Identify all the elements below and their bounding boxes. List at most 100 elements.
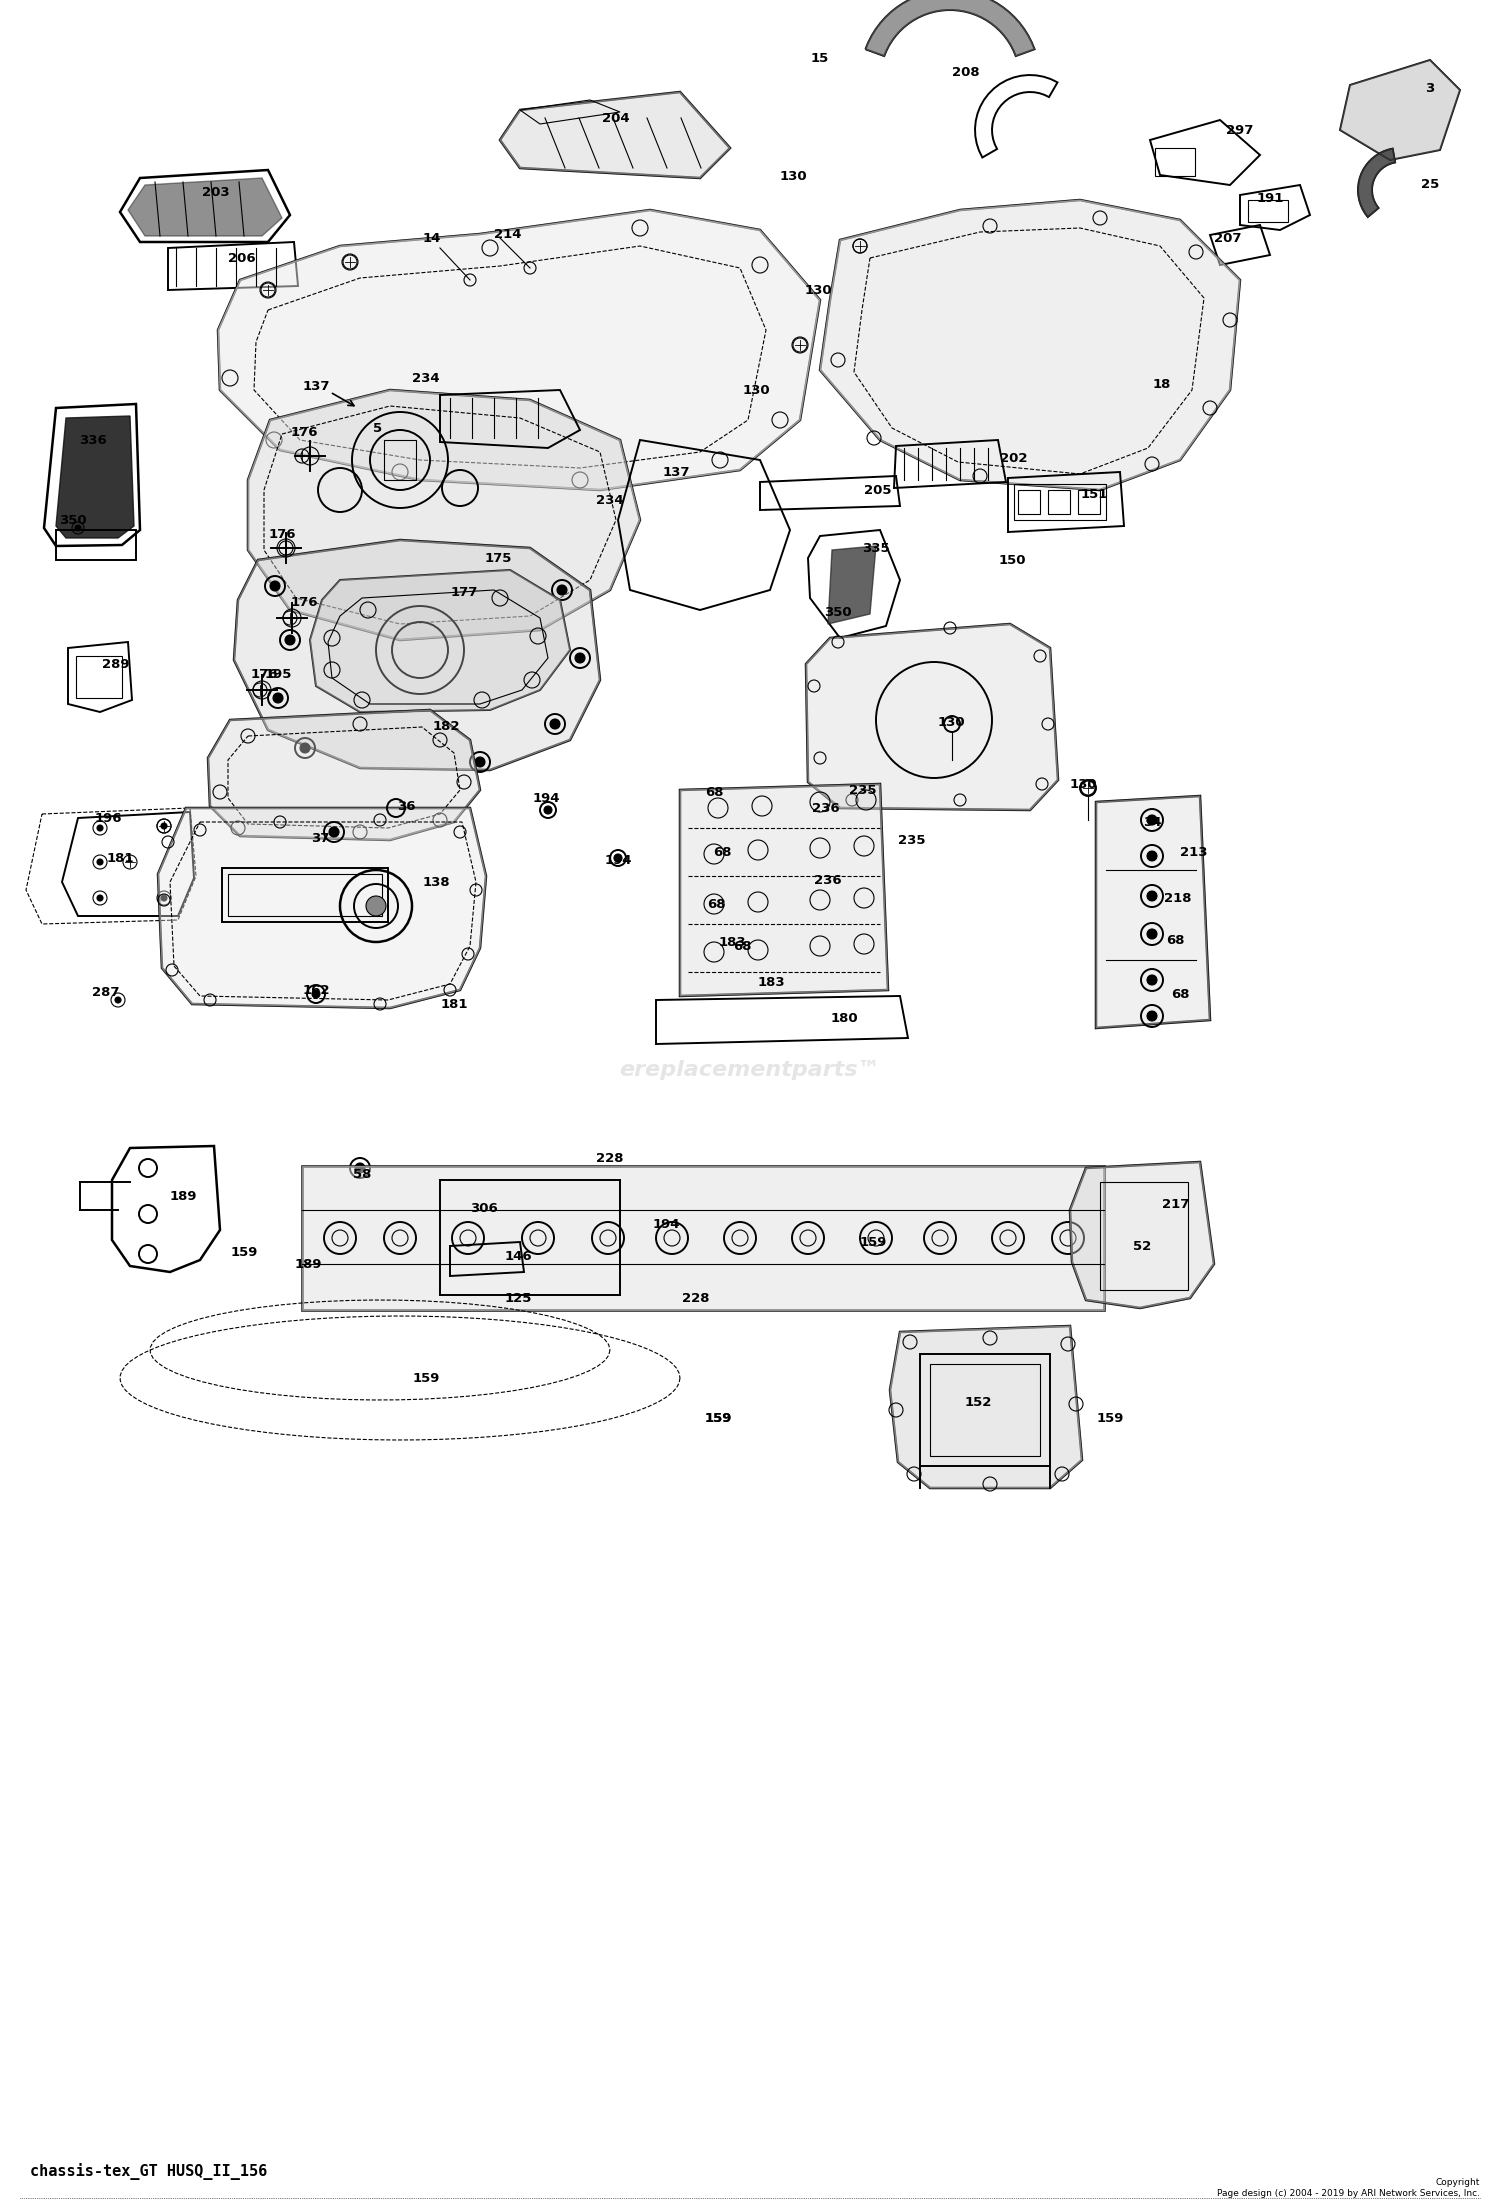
Text: 52: 52 xyxy=(1132,1239,1150,1252)
Text: 208: 208 xyxy=(952,66,980,79)
Circle shape xyxy=(312,989,320,998)
Text: 159: 159 xyxy=(231,1245,258,1259)
Text: 194: 194 xyxy=(604,854,631,866)
Text: 214: 214 xyxy=(495,227,522,241)
Polygon shape xyxy=(1096,797,1210,1029)
Bar xyxy=(1048,490,1070,514)
Polygon shape xyxy=(1340,60,1460,159)
Text: 194: 194 xyxy=(532,790,560,804)
Text: 203: 203 xyxy=(202,185,229,199)
Text: 58: 58 xyxy=(352,1168,370,1181)
Circle shape xyxy=(116,998,122,1002)
Text: 350: 350 xyxy=(824,605,852,618)
Polygon shape xyxy=(158,808,486,1009)
Circle shape xyxy=(556,585,567,594)
Bar xyxy=(930,1365,1040,1455)
Text: 176: 176 xyxy=(291,426,318,439)
Text: ereplacementparts™: ereplacementparts™ xyxy=(620,1060,880,1080)
Text: 235: 235 xyxy=(898,832,926,846)
Circle shape xyxy=(366,896,386,916)
Bar xyxy=(1014,484,1106,521)
Text: 146: 146 xyxy=(504,1250,532,1263)
Text: 68: 68 xyxy=(712,846,732,859)
Text: 177: 177 xyxy=(450,585,477,598)
Circle shape xyxy=(273,693,284,702)
Text: 306: 306 xyxy=(470,1201,498,1214)
Text: 181: 181 xyxy=(106,852,134,866)
Text: 297: 297 xyxy=(1227,124,1254,137)
Polygon shape xyxy=(302,1166,1104,1309)
Circle shape xyxy=(285,636,296,645)
Circle shape xyxy=(1148,892,1156,901)
Circle shape xyxy=(544,806,552,815)
Circle shape xyxy=(98,859,104,866)
Polygon shape xyxy=(128,179,282,236)
Text: 125: 125 xyxy=(504,1292,531,1305)
Circle shape xyxy=(270,581,280,592)
Text: 37: 37 xyxy=(310,832,328,843)
Text: 236: 236 xyxy=(812,802,840,815)
Circle shape xyxy=(1148,815,1156,826)
Text: 206: 206 xyxy=(228,252,256,265)
Text: 137: 137 xyxy=(663,466,690,479)
Text: 151: 151 xyxy=(1080,488,1107,501)
Circle shape xyxy=(300,744,310,753)
Polygon shape xyxy=(234,541,600,771)
Polygon shape xyxy=(821,201,1240,490)
Text: 138: 138 xyxy=(422,877,450,888)
Text: 3: 3 xyxy=(1425,82,1434,95)
Polygon shape xyxy=(56,415,134,539)
Bar xyxy=(1100,1181,1188,1289)
Text: 218: 218 xyxy=(1164,892,1191,905)
Polygon shape xyxy=(1358,148,1395,216)
Text: 236: 236 xyxy=(815,874,842,885)
Circle shape xyxy=(98,894,104,901)
Text: 176: 176 xyxy=(251,667,278,680)
Circle shape xyxy=(550,720,560,729)
Text: 350: 350 xyxy=(58,514,87,526)
Bar xyxy=(1019,490,1040,514)
Text: 5: 5 xyxy=(374,422,382,435)
Text: 204: 204 xyxy=(602,110,630,124)
Polygon shape xyxy=(310,570,570,711)
Text: 289: 289 xyxy=(102,658,129,671)
Text: 228: 228 xyxy=(596,1153,624,1164)
Text: 191: 191 xyxy=(1257,192,1284,205)
Circle shape xyxy=(574,654,585,662)
Text: 205: 205 xyxy=(864,484,891,497)
Text: 181: 181 xyxy=(441,998,468,1011)
Polygon shape xyxy=(209,711,480,839)
Text: 175: 175 xyxy=(484,552,512,565)
Text: 34: 34 xyxy=(1143,815,1161,828)
Text: 336: 336 xyxy=(80,433,106,446)
Circle shape xyxy=(1148,1011,1156,1020)
Text: 159: 159 xyxy=(705,1411,732,1424)
Text: 195: 195 xyxy=(264,667,291,680)
Text: 213: 213 xyxy=(1180,846,1208,859)
Text: 228: 228 xyxy=(682,1292,709,1305)
Text: 68: 68 xyxy=(706,896,726,910)
Polygon shape xyxy=(680,784,888,996)
Text: 194: 194 xyxy=(652,1217,680,1230)
Polygon shape xyxy=(890,1327,1082,1488)
Bar xyxy=(1155,148,1196,177)
Text: 137: 137 xyxy=(302,380,330,393)
Bar xyxy=(1248,201,1288,223)
Text: 18: 18 xyxy=(1154,378,1172,391)
Text: 68: 68 xyxy=(705,786,723,799)
Text: chassis-tex_GT HUSQ_II_156: chassis-tex_GT HUSQ_II_156 xyxy=(30,2164,267,2182)
Text: 152: 152 xyxy=(964,1395,992,1409)
Circle shape xyxy=(1148,850,1156,861)
Circle shape xyxy=(75,526,81,530)
Bar xyxy=(920,1354,1050,1466)
Polygon shape xyxy=(248,391,640,640)
Text: 68: 68 xyxy=(1166,934,1185,947)
Text: 183: 183 xyxy=(718,936,746,949)
Circle shape xyxy=(98,826,104,830)
Text: 68: 68 xyxy=(1170,987,1190,1000)
Text: 15: 15 xyxy=(812,51,830,64)
Text: 176: 176 xyxy=(268,528,296,541)
Text: 130: 130 xyxy=(778,170,807,183)
Text: 180: 180 xyxy=(830,1011,858,1025)
Bar xyxy=(1078,490,1100,514)
